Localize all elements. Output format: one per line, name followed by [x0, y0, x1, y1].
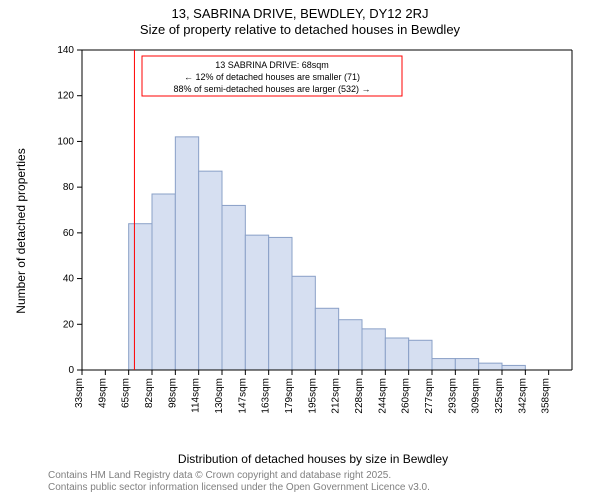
svg-text:← 12% of detached houses are s: ← 12% of detached houses are smaller (71… [184, 72, 360, 82]
svg-text:228sqm: 228sqm [354, 378, 365, 414]
svg-text:98sqm: 98sqm [167, 378, 178, 408]
y-axis-label: Number of detached properties [14, 46, 30, 416]
footer-line2: Contains public sector information licen… [48, 482, 578, 494]
svg-text:40: 40 [63, 274, 75, 285]
svg-text:114sqm: 114sqm [191, 378, 202, 413]
footer-attribution: Contains HM Land Registry data © Crown c… [48, 470, 578, 494]
svg-text:100: 100 [57, 136, 74, 147]
svg-text:20: 20 [63, 319, 75, 330]
svg-text:244sqm: 244sqm [377, 378, 388, 414]
histogram-svg: 0 20 40 60 80 100 120 140 33sqm 49sqm 65sqm 82sqm 98… [48, 46, 578, 416]
svg-text:49sqm: 49sqm [97, 378, 108, 408]
svg-text:293sqm: 293sqm [447, 378, 458, 414]
svg-text:65sqm: 65sqm [121, 378, 132, 408]
svg-text:195sqm: 195sqm [307, 378, 318, 414]
chart-container: 13, SABRINA DRIVE, BEWDLEY, DY12 2RJ Siz… [0, 0, 600, 500]
svg-text:358sqm: 358sqm [541, 378, 552, 414]
svg-text:0: 0 [68, 365, 74, 376]
title-block: 13, SABRINA DRIVE, BEWDLEY, DY12 2RJ Siz… [0, 0, 600, 39]
svg-text:342sqm: 342sqm [517, 378, 528, 414]
svg-text:277sqm: 277sqm [424, 378, 435, 414]
svg-text:33sqm: 33sqm [74, 378, 85, 408]
svg-text:82sqm: 82sqm [144, 378, 155, 408]
plot-area: 0 20 40 60 80 100 120 140 33sqm 49sqm 65sqm 82sqm 98… [48, 46, 578, 416]
svg-text:309sqm: 309sqm [471, 378, 482, 414]
svg-text:60: 60 [63, 228, 75, 239]
svg-text:147sqm: 147sqm [237, 378, 248, 414]
svg-text:212sqm: 212sqm [331, 378, 342, 414]
svg-text:88% of semi-detached houses ar: 88% of semi-detached houses are larger (… [173, 84, 370, 94]
svg-text:80: 80 [63, 182, 75, 193]
svg-text:13 SABRINA DRIVE: 68sqm: 13 SABRINA DRIVE: 68sqm [215, 60, 329, 70]
footer-line1: Contains HM Land Registry data © Crown c… [48, 470, 578, 482]
title-line1: 13, SABRINA DRIVE, BEWDLEY, DY12 2RJ [0, 6, 600, 22]
svg-text:163sqm: 163sqm [261, 378, 272, 414]
svg-text:130sqm: 130sqm [214, 378, 225, 414]
svg-text:260sqm: 260sqm [401, 378, 412, 414]
svg-text:140: 140 [57, 46, 74, 56]
svg-text:325sqm: 325sqm [494, 378, 505, 414]
svg-text:179sqm: 179sqm [284, 378, 295, 414]
title-line2: Size of property relative to detached ho… [0, 22, 600, 38]
x-axis-label: Distribution of detached houses by size … [48, 452, 578, 466]
svg-text:120: 120 [57, 91, 74, 102]
